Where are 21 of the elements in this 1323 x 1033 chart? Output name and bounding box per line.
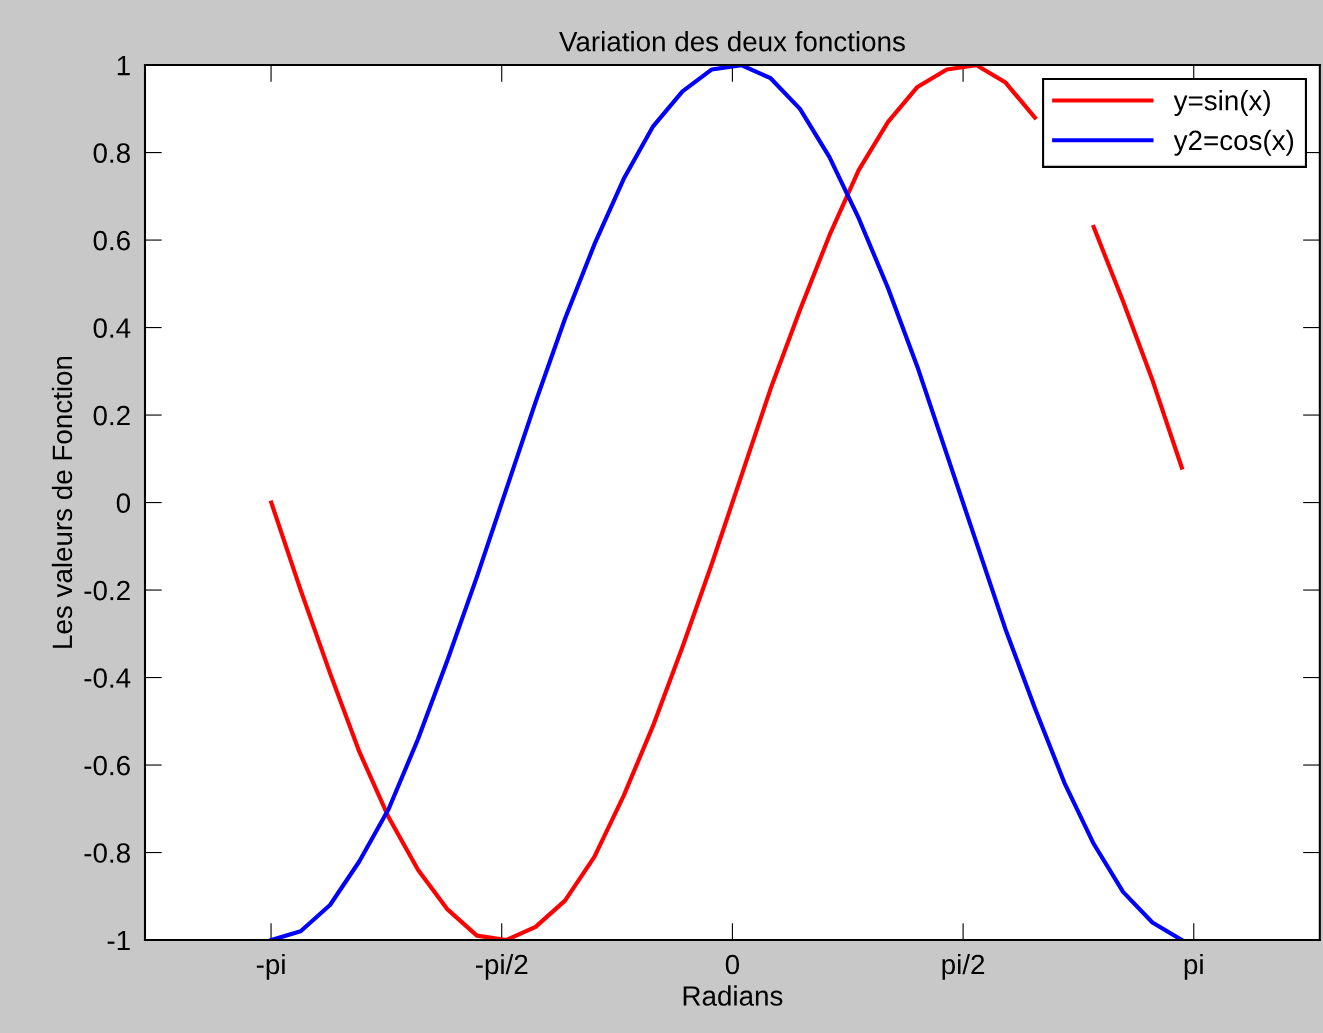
y-axis-title: Les valeurs de Fonction — [51, 356, 73, 648]
y-tick-label: -0.6 — [84, 755, 130, 776]
x-tick-label: -pi — [256, 953, 285, 980]
x-tick-label: 0 — [725, 954, 740, 975]
y-tick-label: -0.4 — [84, 668, 131, 688]
y-tick-label: -0.2 — [84, 580, 130, 601]
y-tick-label: -0.8 — [84, 843, 130, 863]
x-tick-label: -pi/2 — [475, 953, 528, 980]
y-tick-label: -1 — [107, 930, 130, 951]
legend-label: y=sin(x) — [1173, 90, 1270, 116]
y-tick-label: 0.2 — [93, 405, 130, 426]
x-tick-label: pi — [1184, 953, 1203, 980]
y-tick-label: 1 — [117, 56, 130, 76]
y-tick-label: 0.8 — [93, 143, 130, 163]
legend-label: y2=cos(x) — [1173, 129, 1294, 156]
x-tick-label: pi/2 — [942, 953, 985, 980]
chart-title: Variation des deux fonctions — [559, 31, 905, 52]
y-tick-label: 0 — [116, 493, 131, 513]
x-axis-title: Radians — [683, 985, 783, 1006]
y-tick-label: 0.4 — [93, 318, 131, 338]
y-tick-label: 0.6 — [93, 230, 130, 251]
